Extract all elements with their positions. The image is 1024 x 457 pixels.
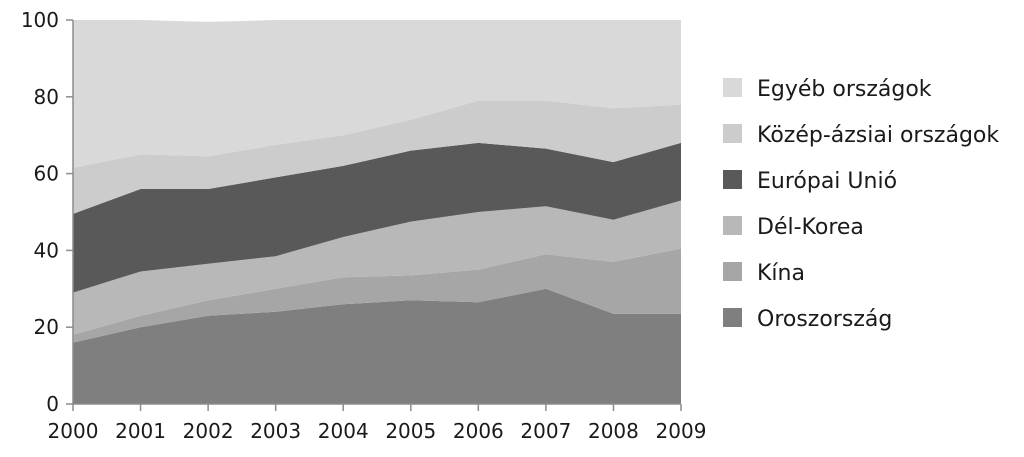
x-tick-label: 2002 — [183, 419, 234, 443]
x-tick-label: 2007 — [520, 419, 571, 443]
y-tick-label: 20 — [34, 315, 59, 339]
y-tick-label: 0 — [46, 392, 59, 416]
area-series-group — [73, 20, 681, 404]
axes-group: 0 20 40 60 80 100 2000 2001 2002 2003 2004 2005 2006… — [21, 8, 707, 443]
x-tick-label: 2008 — [588, 419, 639, 443]
x-tick-label: 2005 — [385, 419, 436, 443]
legend-swatch — [723, 170, 742, 189]
legend-swatch — [723, 216, 742, 235]
legend-label: Oroszország — [757, 307, 892, 332]
legend-swatch — [723, 124, 742, 143]
x-tick-label: 2004 — [318, 419, 369, 443]
series-2-area — [73, 200, 681, 335]
legend-swatch — [723, 308, 742, 327]
y-tick-label: 40 — [34, 238, 59, 262]
series-1-area — [73, 248, 681, 343]
y-tick-label: 100 — [21, 8, 59, 32]
legend-swatch — [723, 262, 742, 281]
legend-label: Dél-Korea — [757, 215, 864, 240]
x-tick-label: 2009 — [656, 419, 707, 443]
x-tick-label: 2001 — [115, 419, 166, 443]
series-3-area — [73, 142, 681, 293]
x-tick-label: 2000 — [48, 419, 99, 443]
legend-label: Kína — [757, 261, 805, 286]
series-4-area — [73, 100, 681, 214]
y-tick-label: 60 — [34, 162, 59, 186]
legend-label: Közép-ázsiai országok — [757, 123, 999, 148]
x-tick-label: 2003 — [250, 419, 301, 443]
series-0-area — [73, 288, 681, 404]
legend-label: Európai Unió — [757, 169, 897, 194]
y-tick-label: 80 — [34, 85, 59, 109]
legend-label: Egyéb országok — [757, 77, 932, 102]
x-tick-label: 2006 — [453, 419, 504, 443]
legend-swatch — [723, 78, 742, 97]
legend: Egyéb országok Közép-ázsiai országok Európ… — [723, 77, 999, 332]
series-5-area — [73, 20, 681, 168]
